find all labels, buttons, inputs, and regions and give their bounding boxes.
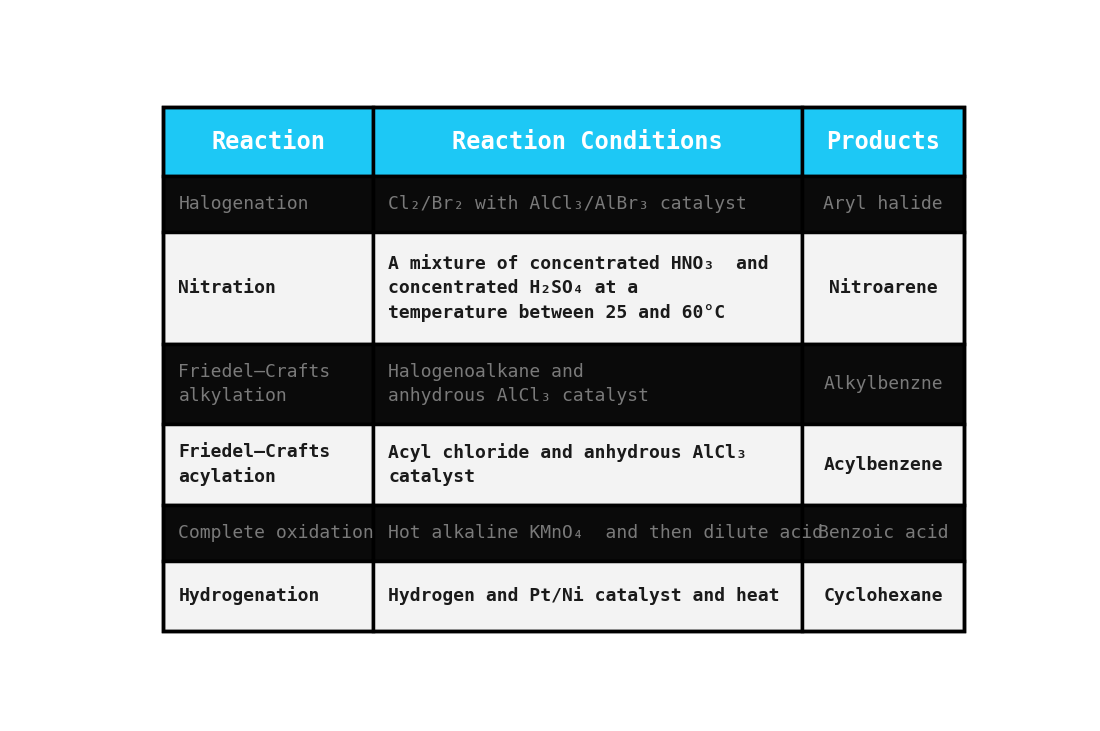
Text: Products: Products <box>826 129 940 154</box>
Bar <box>373 107 802 176</box>
Bar <box>802 561 965 631</box>
Text: Complete oxidation: Complete oxidation <box>178 524 374 542</box>
Text: A mixture of concentrated HNO₃  and
concentrated H₂SO₄ at a
temperature between : A mixture of concentrated HNO₃ and conce… <box>388 255 769 322</box>
Bar <box>163 176 373 232</box>
Text: Halogenation: Halogenation <box>178 195 309 213</box>
Polygon shape <box>548 410 742 608</box>
Text: Benzoic acid: Benzoic acid <box>817 524 948 542</box>
Text: Reaction Conditions: Reaction Conditions <box>452 129 723 154</box>
Text: Cl₂/Br₂ with AlCl₃/AlBr₃ catalyst: Cl₂/Br₂ with AlCl₃/AlBr₃ catalyst <box>388 195 747 213</box>
Text: Acyl chloride and anhydrous AlCl₃
catalyst: Acyl chloride and anhydrous AlCl₃ cataly… <box>388 443 747 486</box>
Text: Acylbenzene: Acylbenzene <box>823 455 943 474</box>
Bar <box>373 425 802 504</box>
Bar <box>163 504 373 561</box>
Polygon shape <box>197 208 904 544</box>
Bar <box>163 232 373 344</box>
Text: Hydrogen and Pt/Ni catalyst and heat: Hydrogen and Pt/Ni catalyst and heat <box>388 586 780 605</box>
Bar <box>163 344 373 425</box>
Bar <box>373 232 802 344</box>
Text: Alkylbenzne: Alkylbenzne <box>823 375 943 393</box>
Text: Nitration: Nitration <box>178 279 276 298</box>
Text: Friedel–Crafts
alkylation: Friedel–Crafts alkylation <box>178 363 331 406</box>
Bar <box>802 344 965 425</box>
Bar <box>802 232 965 344</box>
Bar <box>802 425 965 504</box>
Bar <box>163 561 373 631</box>
Text: Nitroarene: Nitroarene <box>828 279 937 298</box>
Bar <box>802 176 965 232</box>
Bar <box>373 176 802 232</box>
Bar <box>373 561 802 631</box>
Text: Reaction: Reaction <box>211 129 326 154</box>
Text: Cyclohexane: Cyclohexane <box>823 587 943 605</box>
Bar <box>802 107 965 176</box>
Bar <box>373 504 802 561</box>
Text: Hydrogenation: Hydrogenation <box>178 586 320 605</box>
Bar <box>163 107 373 176</box>
Text: Halogenoalkane and
anhydrous AlCl₃ catalyst: Halogenoalkane and anhydrous AlCl₃ catal… <box>388 363 649 406</box>
Text: Hot alkaline KMnO₄  and then dilute acid: Hot alkaline KMnO₄ and then dilute acid <box>388 524 824 542</box>
Bar <box>373 344 802 425</box>
Text: Aryl halide: Aryl halide <box>823 195 943 213</box>
Text: Friedel–Crafts
acylation: Friedel–Crafts acylation <box>178 443 331 486</box>
Bar <box>163 425 373 504</box>
Bar <box>802 504 965 561</box>
